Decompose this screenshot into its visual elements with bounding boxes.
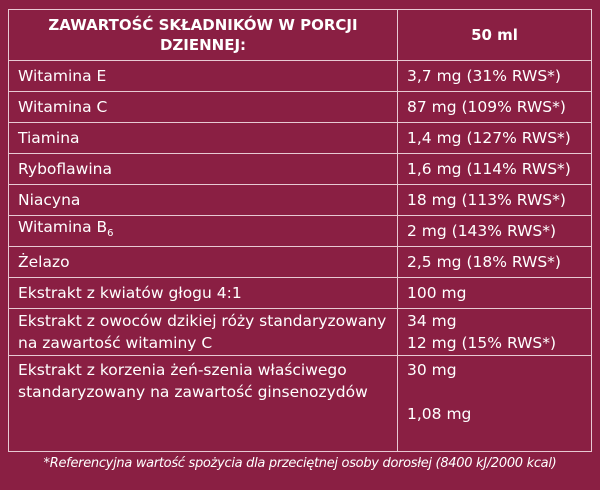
value-line-2: 1,08 mg bbox=[407, 405, 472, 423]
ingredient-name: Niacyna bbox=[8, 184, 398, 216]
table-row: Witamina B6 2 mg (143% RWS*) bbox=[8, 215, 592, 247]
footnote: *Referencyjna wartość spożycia dla przec… bbox=[43, 456, 557, 471]
ingredient-name: Witamina E bbox=[8, 60, 398, 92]
value-line-1: 34 mg bbox=[407, 312, 457, 330]
table-row: Niacyna 18 mg (113% RWS*) bbox=[8, 184, 592, 216]
ingredient-value: 1,4 mg (127% RWS*) bbox=[397, 122, 592, 154]
table-row: Ekstrakt z owoców dzikiej róży standaryz… bbox=[8, 308, 592, 356]
table-header: ZAWARTOŚĆ SKŁADNIKÓW W PORCJI DZIENNEJ: … bbox=[8, 9, 592, 61]
ingredient-name: Ekstrakt z kwiatów głogu 4:1 bbox=[8, 277, 398, 309]
table-row: Witamina C 87 mg (109% RWS*) bbox=[8, 91, 592, 123]
ingredient-name: Witamina C bbox=[8, 91, 398, 123]
ingredient-name: Ekstrakt z owoców dzikiej róży standaryz… bbox=[8, 308, 398, 356]
ingredient-value: 30 mg 1,08 mg bbox=[397, 355, 592, 452]
table-row: Żelazo 2,5 mg (18% RWS*) bbox=[8, 246, 592, 278]
table-row: Witamina E 3,7 mg (31% RWS*) bbox=[8, 60, 592, 92]
ingredient-value: 2,5 mg (18% RWS*) bbox=[397, 246, 592, 278]
ingredient-value: 3,7 mg (31% RWS*) bbox=[397, 60, 592, 92]
name-text: Witamina B bbox=[18, 218, 108, 237]
ingredient-value: 87 mg (109% RWS*) bbox=[397, 91, 592, 123]
table-row: Ekstrakt z kwiatów głogu 4:1 100 mg bbox=[8, 277, 592, 309]
subscript: 6 bbox=[107, 228, 114, 240]
value-line-2: 12 mg (15% RWS*) bbox=[407, 334, 557, 352]
ingredient-value: 2 mg (143% RWS*) bbox=[397, 215, 592, 247]
ingredient-name: Tiamina bbox=[8, 122, 398, 154]
header-ingredients: ZAWARTOŚĆ SKŁADNIKÓW W PORCJI DZIENNEJ: bbox=[8, 9, 398, 61]
header-portion: 50 ml bbox=[397, 9, 592, 61]
table-row: Ekstrakt z korzenia żeń-szenia właściweg… bbox=[8, 355, 592, 452]
ingredient-name: Ryboflawina bbox=[8, 153, 398, 185]
ingredient-name: Witamina B6 bbox=[8, 215, 398, 247]
value-line-1: 30 mg bbox=[407, 361, 457, 379]
ingredient-name: Ekstrakt z korzenia żeń-szenia właściweg… bbox=[8, 355, 398, 452]
nutrition-table: ZAWARTOŚĆ SKŁADNIKÓW W PORCJI DZIENNEJ: … bbox=[8, 9, 592, 452]
ingredient-value: 34 mg 12 mg (15% RWS*) bbox=[397, 308, 592, 356]
ingredient-name: Żelazo bbox=[8, 246, 398, 278]
table-row: Tiamina 1,4 mg (127% RWS*) bbox=[8, 122, 592, 154]
ingredient-value: 1,6 mg (114% RWS*) bbox=[397, 153, 592, 185]
ingredient-value: 100 mg bbox=[397, 277, 592, 309]
table-row: Ryboflawina 1,6 mg (114% RWS*) bbox=[8, 153, 592, 185]
ingredient-value: 18 mg (113% RWS*) bbox=[397, 184, 592, 216]
